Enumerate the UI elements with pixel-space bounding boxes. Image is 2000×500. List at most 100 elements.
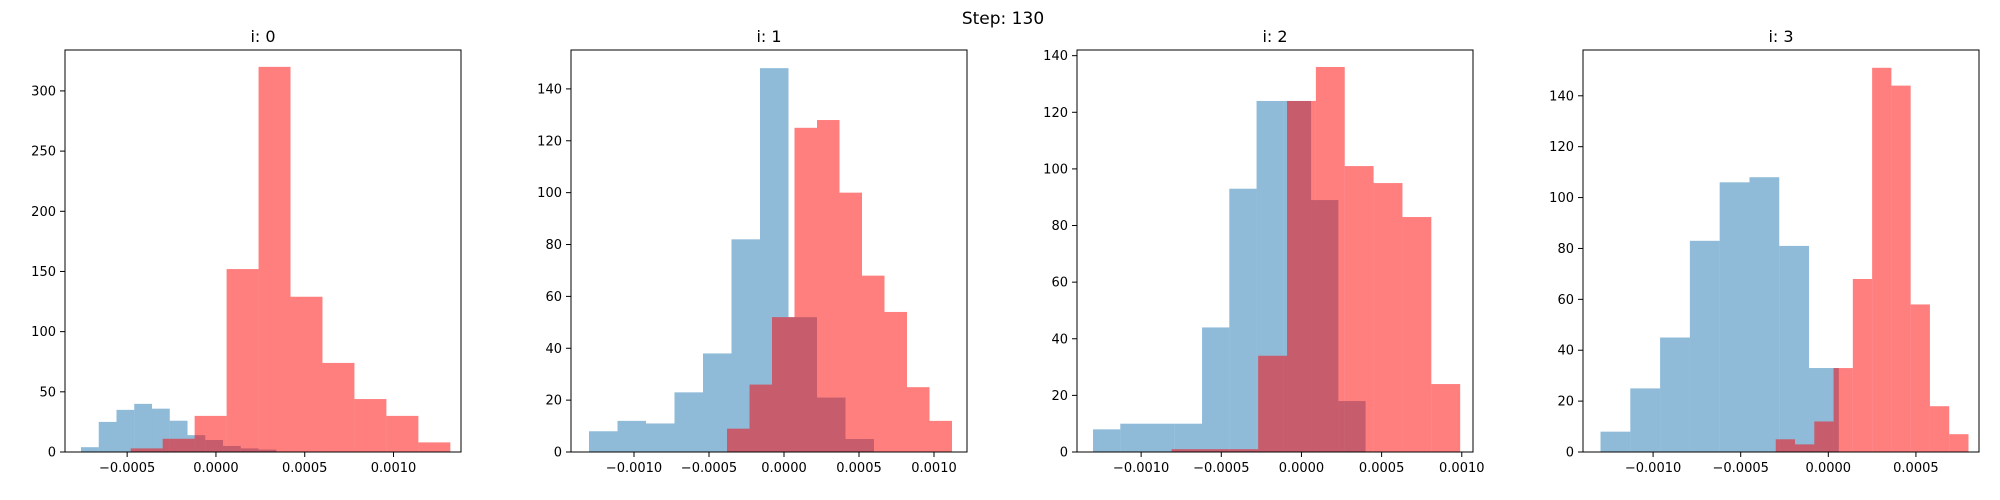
histogram-bar	[98, 421, 117, 452]
y-tick-label: 0	[554, 446, 562, 461]
histogram-bar	[817, 120, 840, 452]
histogram-bar	[1373, 183, 1403, 452]
histogram-bar	[1229, 188, 1257, 452]
histogram-bar	[1093, 429, 1121, 452]
histogram-bar	[1258, 355, 1288, 452]
y-tick-label: 140	[1043, 49, 1068, 64]
histogram-series-red	[1775, 67, 1969, 453]
histogram-bar	[1660, 337, 1690, 452]
axes-frame	[1582, 49, 1980, 453]
histogram-bar	[418, 442, 451, 452]
histogram-bar	[1147, 423, 1175, 452]
histogram-bar	[1315, 66, 1345, 453]
histogram-panel: −0.0005 0.0000 0.0005 0.0010 0 50 100 150 200 250…	[31, 27, 462, 476]
histogram-bar	[1949, 434, 1969, 452]
histogram-bar	[1689, 240, 1720, 452]
panel-title: i: 3	[1768, 27, 1793, 46]
histogram-bar	[1929, 406, 1950, 452]
histogram-series-blue	[1600, 177, 1839, 453]
histogram-bar	[1814, 421, 1834, 452]
y-tick-label: 120	[1043, 106, 1068, 121]
histogram-series-red	[1171, 66, 1461, 453]
histogram-bar	[1344, 166, 1374, 452]
y-tick-label: 80	[1051, 219, 1068, 234]
panel-title: i: 0	[250, 27, 275, 46]
y-tick-label: 300	[31, 84, 56, 99]
histogram-bar	[1202, 327, 1230, 452]
y-tick-label: 20	[1557, 395, 1574, 410]
x-tick-label: −0.0005	[99, 461, 155, 476]
histogram-bar	[727, 428, 750, 452]
y-tick-label: 140	[537, 82, 562, 97]
histogram-bar	[1891, 85, 1911, 453]
axes-frame	[1076, 49, 1474, 453]
x-tick-label: 0.0000	[1806, 461, 1852, 476]
histogram-panel: −0.0010 −0.0005 0.0000 0.0005 0.0010 0 20 40 60 8…	[1043, 27, 1484, 476]
histogram-bar	[839, 192, 862, 452]
histogram-bar	[194, 415, 227, 452]
axes-frame	[570, 49, 968, 453]
y-tick-label: 200	[31, 205, 56, 220]
histogram-bar	[617, 420, 646, 452]
y-tick-label: 0	[1566, 446, 1574, 461]
y-tick-label: 100	[537, 186, 562, 201]
y-tick-label: 60	[1557, 293, 1574, 308]
histogram-bar	[1833, 368, 1853, 452]
histogram-bar	[772, 317, 795, 452]
histogram-bar	[116, 409, 135, 452]
x-tick-label: −0.0010	[1113, 461, 1169, 476]
histogram-series-red	[130, 66, 451, 452]
histogram-bar	[703, 353, 732, 452]
x-tick-label: 0.0000	[761, 461, 807, 476]
y-tick-label: 100	[1043, 162, 1068, 177]
histogram-bar	[1719, 182, 1750, 453]
histogram-bar	[1749, 177, 1780, 452]
y-tick-label: 40	[1051, 332, 1068, 347]
y-tick-label: 100	[31, 325, 56, 340]
y-tick-label: 40	[545, 342, 562, 357]
x-tick-label: 0.0005	[1359, 461, 1405, 476]
x-tick-label: 0.0005	[282, 461, 328, 476]
histogram-bar	[862, 275, 885, 452]
panel-title: i: 1	[756, 27, 781, 46]
histogram-bar	[1600, 431, 1631, 452]
y-tick-label: 150	[31, 265, 56, 280]
histogram-bar	[1174, 423, 1203, 452]
histogram-bar	[1171, 449, 1201, 452]
y-tick-label: 100	[1549, 191, 1574, 206]
histogram-bar	[134, 403, 153, 452]
histogram-bar	[1287, 100, 1316, 453]
y-tick-label: 50	[39, 385, 56, 400]
x-tick-label: 0.0010	[1439, 461, 1485, 476]
histogram-bar	[1200, 449, 1230, 452]
histogram-panel: −0.0010 −0.0005 0.0000 0.0005 0.0010 0 20 40 60 8…	[537, 27, 968, 476]
x-tick-label: 0.0010	[371, 461, 417, 476]
histogram-bar	[1630, 388, 1661, 452]
histogram-bar	[322, 362, 355, 452]
axes-frame	[64, 49, 462, 453]
x-tick-label: 0.0000	[1279, 461, 1325, 476]
y-tick-label: 60	[545, 290, 562, 305]
y-tick-label: 120	[1549, 140, 1574, 155]
y-tick-label: 60	[1051, 276, 1068, 291]
y-tick-label: 20	[545, 394, 562, 409]
y-tick-label: 40	[1557, 344, 1574, 359]
y-tick-label: 80	[1557, 242, 1574, 257]
histogram-bar	[794, 127, 817, 452]
y-tick-label: 0	[1060, 446, 1068, 461]
panel-title: i: 2	[1262, 27, 1287, 46]
histogram-bar	[258, 66, 291, 452]
histogram-bar	[354, 399, 387, 452]
histogram-panel: −0.0010 −0.0005 0.0000 0.0005 0 20 40 60 80 100 12…	[1549, 27, 1980, 476]
histogram-bar	[1779, 245, 1810, 452]
y-tick-label: 80	[545, 238, 562, 253]
x-tick-label: 0.0010	[911, 461, 957, 476]
y-tick-label: 20	[1051, 389, 1068, 404]
x-tick-label: −0.0005	[1713, 461, 1769, 476]
y-tick-label: 250	[31, 145, 56, 160]
x-tick-label: −0.0005	[1193, 461, 1249, 476]
histogram-bar	[1852, 278, 1873, 452]
y-tick-label: 140	[1549, 89, 1574, 104]
figure-suptitle: Step: 130	[962, 9, 1044, 29]
x-tick-label: 0.0005	[1893, 461, 1939, 476]
